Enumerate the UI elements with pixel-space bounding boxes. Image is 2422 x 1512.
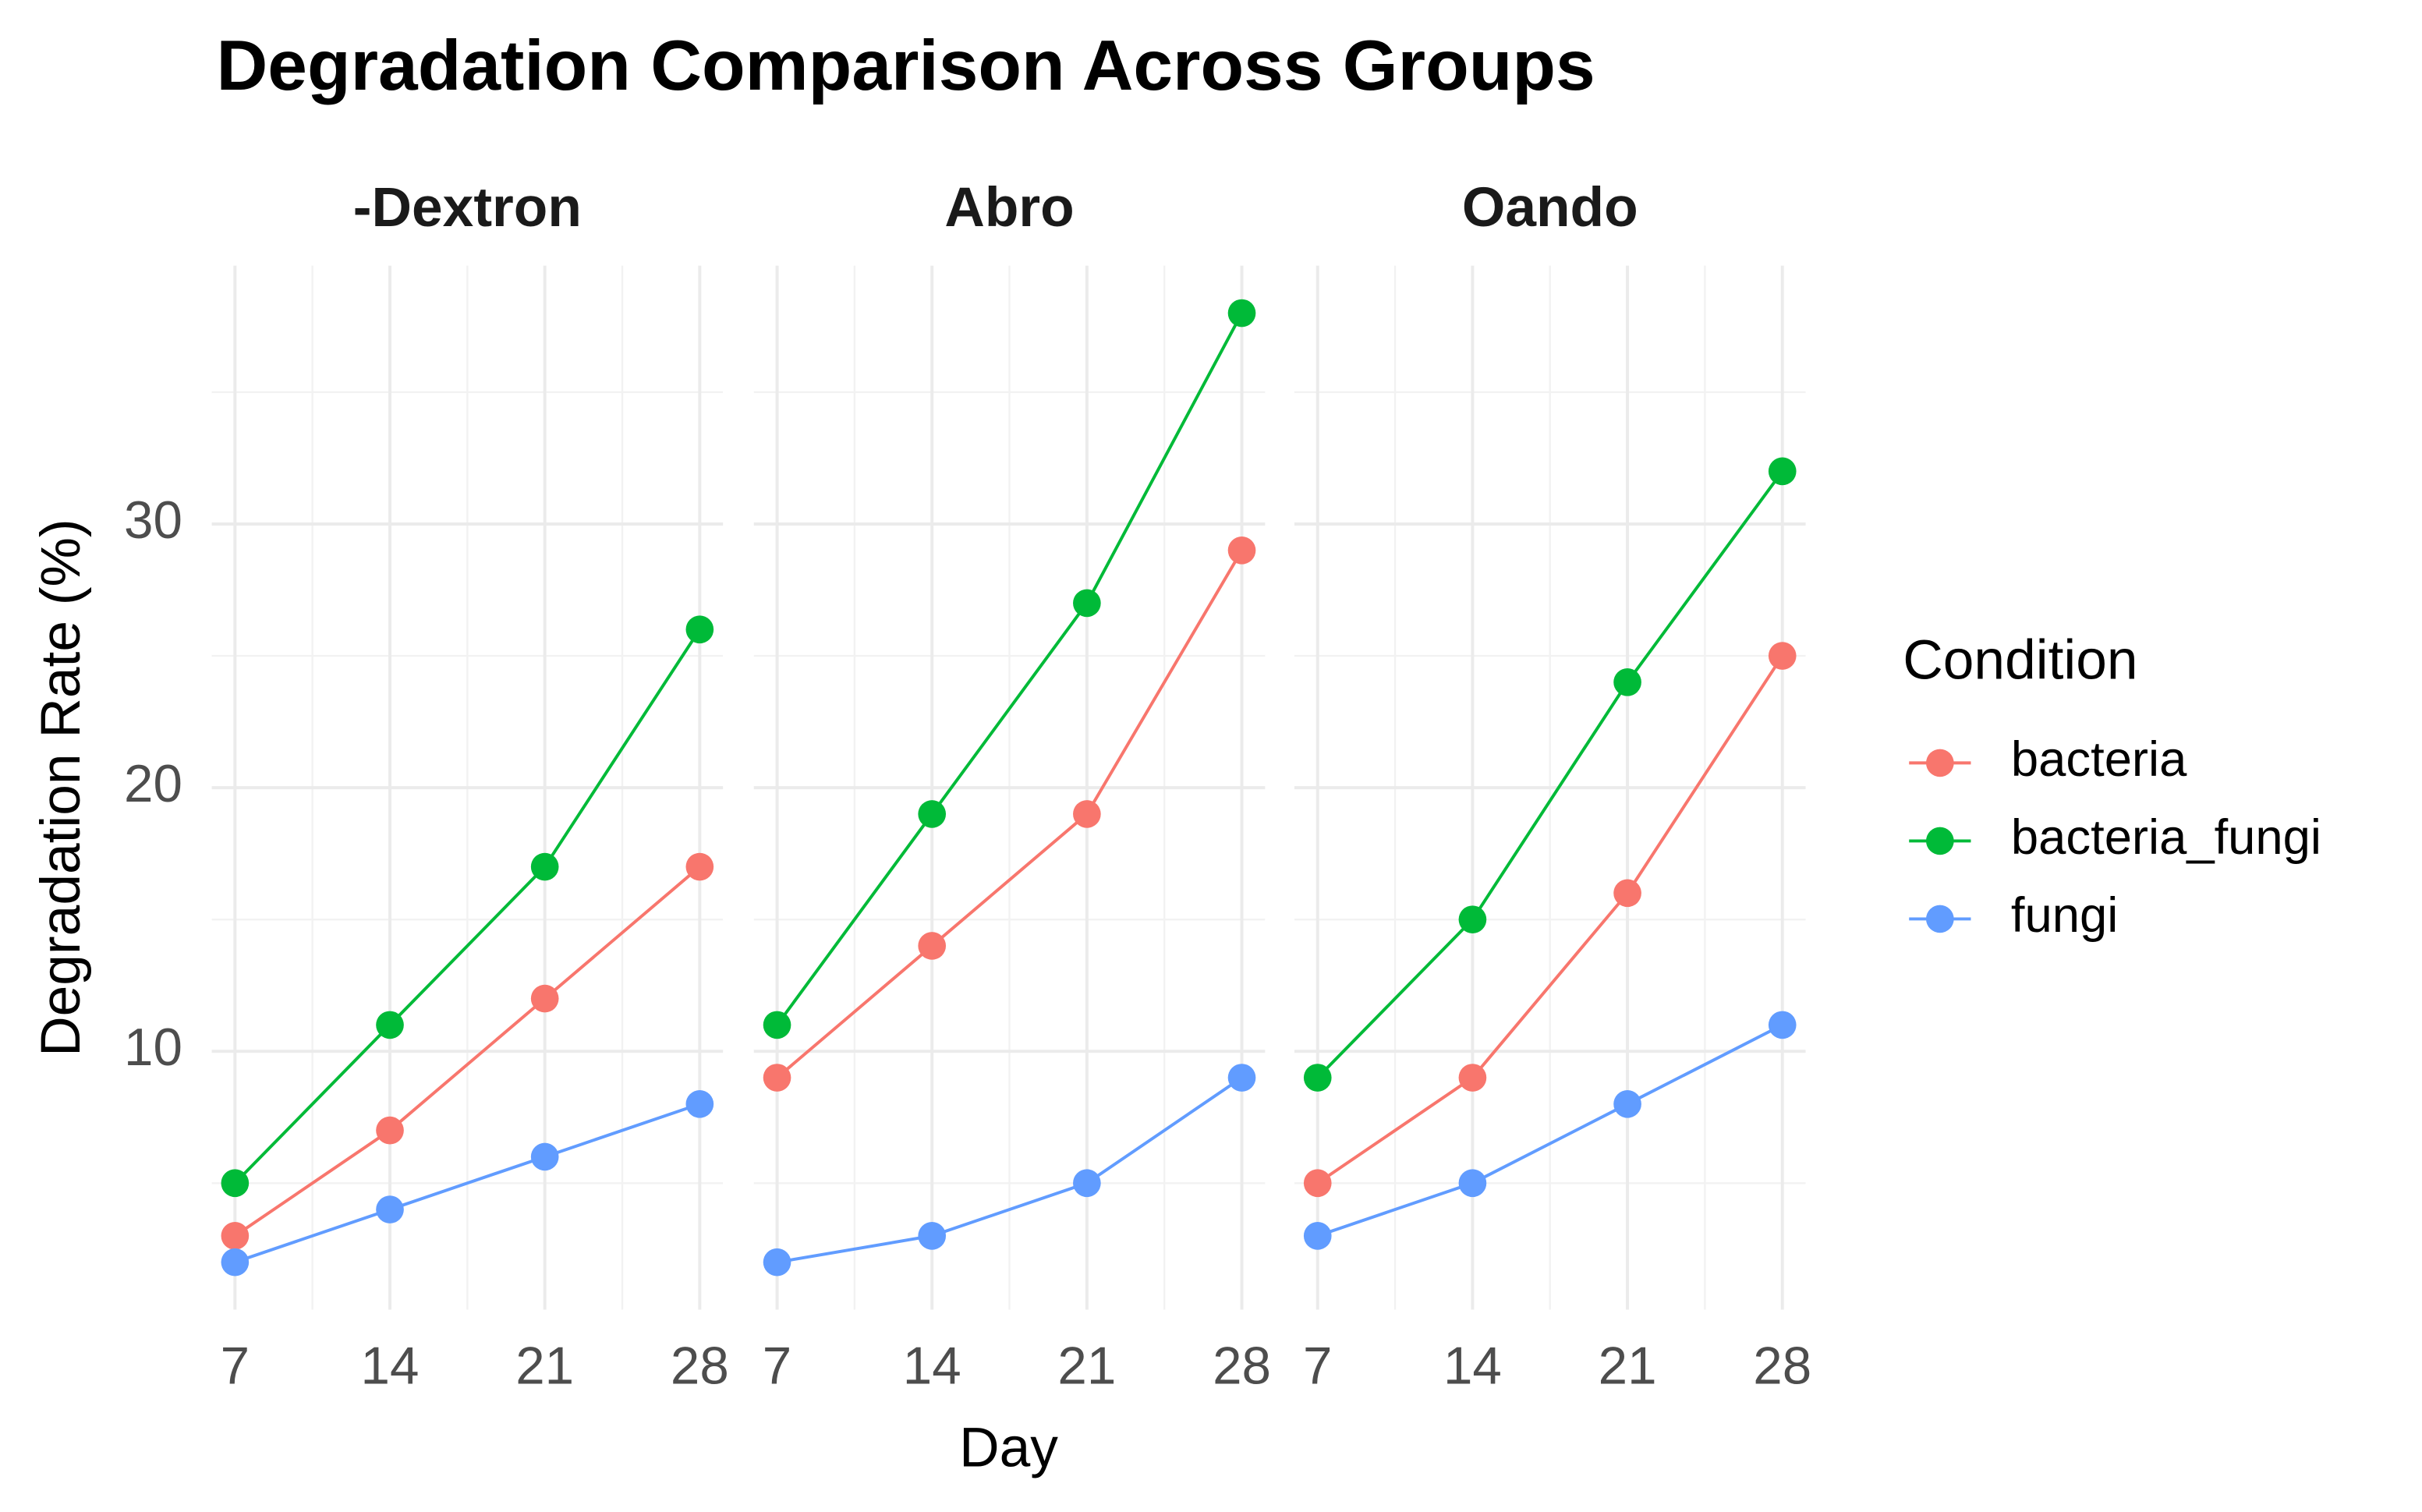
data-point	[530, 852, 559, 881]
data-point	[685, 615, 714, 644]
data-point	[1613, 668, 1641, 696]
data-point	[685, 1089, 714, 1118]
data-point	[918, 1222, 947, 1250]
series-line	[1316, 470, 1784, 1079]
panel-title: Abro	[944, 176, 1074, 239]
x-tick-label: 28	[1753, 1337, 1811, 1396]
x-tick-label: 28	[671, 1337, 729, 1396]
data-point	[1073, 1169, 1101, 1198]
x-tick-label: 7	[1303, 1337, 1332, 1396]
data-point	[1303, 1222, 1332, 1250]
x-tick-label: 21	[1599, 1337, 1657, 1396]
data-point	[1227, 1064, 1256, 1092]
chart-title: Degradation Comparison Across Groups	[216, 27, 1595, 105]
series-line	[233, 629, 701, 1184]
data-point	[1227, 299, 1256, 328]
series-line	[234, 866, 701, 1238]
legend-label: fungi	[2011, 888, 2118, 943]
data-point	[1613, 879, 1641, 908]
data-point	[763, 1011, 791, 1039]
x-tick-label: 7	[221, 1337, 250, 1396]
y-tick-label: 20	[124, 755, 182, 813]
y-tick-label: 30	[124, 491, 182, 550]
data-point	[1073, 800, 1101, 828]
legend-key-point	[1926, 905, 1954, 933]
x-axis-label: Day	[959, 1417, 1058, 1479]
data-point	[1303, 1169, 1332, 1198]
series-line	[777, 1076, 1243, 1264]
x-tick-label: 7	[763, 1337, 791, 1396]
data-point	[918, 932, 947, 960]
series-line	[776, 549, 1244, 1079]
legend-label: bacteria_fungi	[2011, 810, 2321, 865]
data-point	[1227, 536, 1256, 565]
data-point	[1768, 642, 1797, 670]
data-point	[1303, 1064, 1332, 1092]
legend-key-point	[1926, 749, 1954, 777]
legend-title: Condition	[1903, 629, 2137, 691]
y-axis-label: Degradation Rate (%)	[30, 519, 92, 1057]
data-point	[530, 984, 559, 1013]
data-point	[376, 1116, 404, 1145]
panel-title: -Dextron	[353, 176, 582, 239]
legend-key-point	[1926, 827, 1954, 855]
data-point	[221, 1222, 250, 1250]
x-tick-label: 14	[903, 1337, 961, 1396]
data-point	[376, 1011, 404, 1039]
x-tick-label: 14	[1443, 1337, 1502, 1396]
data-point	[1073, 589, 1101, 618]
data-point	[685, 852, 714, 881]
data-point	[1458, 1064, 1487, 1092]
series-line	[234, 1102, 700, 1264]
data-point	[221, 1169, 250, 1198]
data-point	[1768, 457, 1797, 486]
y-tick-label: 10	[124, 1018, 182, 1077]
x-tick-label: 21	[515, 1337, 574, 1396]
x-tick-label: 21	[1057, 1337, 1116, 1396]
x-tick-label: 14	[361, 1337, 420, 1396]
series-line	[1317, 1023, 1783, 1238]
data-point	[530, 1142, 559, 1171]
x-tick-label: 28	[1213, 1337, 1271, 1396]
data-point	[763, 1248, 791, 1277]
data-point	[1458, 905, 1487, 933]
data-point	[1458, 1169, 1487, 1198]
data-point	[763, 1064, 791, 1092]
series-line	[1316, 654, 1784, 1184]
data-point	[376, 1195, 404, 1223]
legend-label: bacteria	[2011, 732, 2187, 787]
data-point	[1613, 1089, 1641, 1118]
data-point	[1768, 1011, 1797, 1039]
series-line	[775, 312, 1244, 1026]
data-point	[221, 1248, 250, 1277]
data-point	[918, 800, 947, 828]
panel-title: Oando	[1462, 176, 1638, 239]
